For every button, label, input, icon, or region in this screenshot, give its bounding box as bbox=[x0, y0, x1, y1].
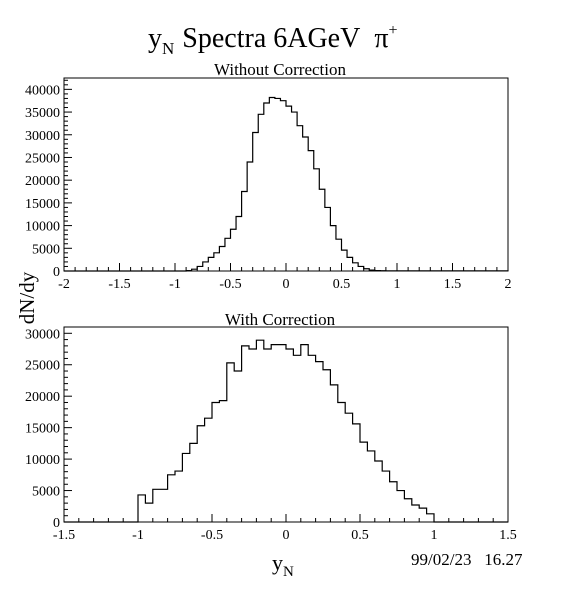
x-tick-label: 0.5 bbox=[351, 528, 369, 543]
x-tick-label: -1.5 bbox=[53, 528, 75, 543]
histogram-line bbox=[64, 339, 508, 523]
x-tick-label: -0.5 bbox=[201, 528, 223, 543]
x-tick-label: 0 bbox=[283, 528, 290, 543]
y-tick-label: 25000 bbox=[25, 359, 60, 374]
y-tick-label: 40000 bbox=[25, 83, 60, 98]
y-tick-label: 25000 bbox=[25, 151, 60, 166]
x-axis-label-subscript: N bbox=[283, 564, 294, 580]
top-panel-title: Without Correction bbox=[214, 60, 346, 79]
y-tick-label: 30000 bbox=[25, 129, 60, 144]
x-tick-label: 0.5 bbox=[333, 277, 351, 292]
y-tick-label: 10000 bbox=[25, 220, 60, 235]
x-tick-label: 2 bbox=[505, 277, 512, 292]
x-tick-label: -1.5 bbox=[108, 277, 130, 292]
y-axis-label: dN/dy bbox=[15, 271, 39, 324]
x-tick-label: 1.5 bbox=[499, 528, 517, 543]
y-tick-label: 0 bbox=[53, 516, 60, 531]
timestamp: 99/02/23 16.27 bbox=[411, 550, 523, 569]
title-y: y bbox=[148, 23, 162, 54]
x-tick-label: 1 bbox=[431, 528, 438, 543]
y-tick-label: 30000 bbox=[25, 327, 60, 342]
y-tick-label: 15000 bbox=[25, 422, 60, 437]
x-tick-label: -0.5 bbox=[219, 277, 241, 292]
y-tick-label: 20000 bbox=[25, 390, 60, 405]
x-tick-label: -1 bbox=[132, 528, 144, 543]
y-tick-label: 5000 bbox=[32, 242, 60, 257]
y-tick-label: 5000 bbox=[32, 485, 60, 500]
y-tick-label: 0 bbox=[53, 265, 60, 280]
x-axis-label-y: y bbox=[272, 550, 283, 575]
x-tick-label: 1 bbox=[394, 277, 401, 292]
title-text: Spectra 6AGeV bbox=[182, 23, 360, 54]
x-axis-label: yN bbox=[272, 550, 294, 580]
plot-frame bbox=[63, 326, 509, 523]
title-y-subscript: N bbox=[162, 39, 174, 58]
title-pi-superscript: + bbox=[388, 22, 397, 39]
bottom-panel-plot: -1.5 -1 -0.5 0 0.5 1 1.5 0 5000 10000 15000 20000 25… bbox=[25, 326, 517, 543]
histogram-line bbox=[64, 96, 509, 272]
title-pi: π bbox=[374, 23, 388, 54]
y-tick-label: 35000 bbox=[25, 106, 60, 121]
y-tick-label: 15000 bbox=[25, 197, 60, 212]
x-tick-label: -2 bbox=[58, 277, 70, 292]
plot-frame bbox=[63, 77, 509, 272]
y-tick-label: 10000 bbox=[25, 453, 60, 468]
bottom-panel-title: With Correction bbox=[225, 310, 336, 329]
x-tick-label: 0 bbox=[283, 277, 290, 292]
y-tick-label: 20000 bbox=[25, 174, 60, 189]
figure-title: yN Spectra 6AGeV π+ bbox=[148, 22, 398, 58]
x-tick-label: -1 bbox=[169, 277, 181, 292]
x-tick-label: 1.5 bbox=[444, 277, 462, 292]
top-panel-plot: -2 -1.5 -1 -0.5 0 0.5 1 1.5 2 0 5000 10000 15000 2000… bbox=[25, 77, 512, 292]
